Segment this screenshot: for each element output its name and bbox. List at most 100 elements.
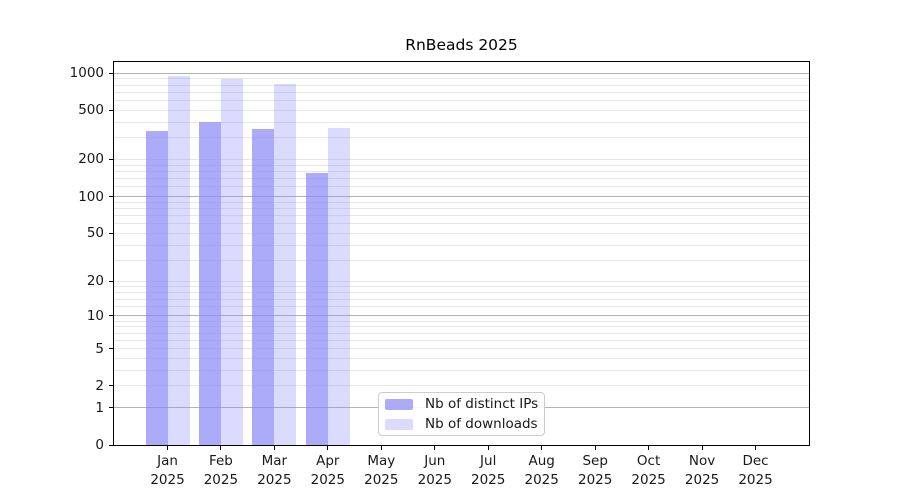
y-tick-label: 0 — [95, 437, 104, 453]
x-axis: Jan 2025 Feb 2025 Mar 2025 Apr 2025 May 2025… — [113, 446, 810, 500]
gridline-minor — [114, 348, 809, 349]
y-tick-mark — [109, 444, 113, 446]
gridline-minor — [114, 109, 809, 111]
x-tick-mark — [220, 446, 222, 450]
bar-jan-series0 — [145, 131, 168, 445]
x-tick-label-apr: Apr 2025 — [310, 453, 345, 488]
x-tick-label-nov: Nov 2025 — [684, 453, 720, 488]
y-tick-label: 100 — [78, 188, 104, 205]
y-tick-mark — [109, 407, 113, 409]
gridline-minor — [114, 223, 809, 225]
y-tick-mark — [109, 196, 113, 197]
gridline-minor — [114, 84, 809, 86]
y-tick-label: 1 — [95, 399, 104, 416]
gridline-minor — [114, 201, 809, 203]
gridline-major — [114, 72, 809, 74]
gridline-minor — [114, 207, 809, 209]
gridline-minor — [114, 244, 809, 246]
legend-swatch-downloads — [385, 418, 413, 430]
x-tick-mark — [380, 446, 382, 450]
legend: Nb of distinct IPs Nb of downloads — [378, 392, 545, 436]
gridline-minor — [114, 158, 809, 160]
y-axis: 0 1 2 5 10 20 50 100 200 500 1000 — [0, 61, 113, 453]
y-tick-mark — [109, 315, 113, 317]
bar-feb-series0 — [198, 122, 221, 445]
bar-jan-series1 — [167, 76, 190, 445]
x-tick-label-aug: Aug 2025 — [524, 453, 559, 488]
y-tick-mark — [109, 348, 113, 349]
x-tick-mark — [167, 446, 168, 450]
gridline-minor — [114, 320, 809, 322]
gridline-minor — [114, 186, 809, 188]
gridline-minor — [114, 78, 809, 80]
gridline-minor — [114, 137, 809, 139]
x-tick-mark — [434, 446, 436, 450]
x-tick-mark — [755, 446, 756, 450]
y-tick-mark — [109, 109, 113, 111]
y-tick-mark — [109, 232, 113, 234]
gridline-minor — [114, 170, 809, 172]
gridline-minor — [114, 298, 809, 300]
gridline-minor — [114, 286, 809, 287]
x-tick-mark — [701, 446, 703, 450]
x-tick-mark — [594, 446, 596, 450]
x-tick-label-may: May 2025 — [364, 453, 399, 488]
y-tick-mark — [109, 385, 113, 387]
bar-mar-series1 — [274, 84, 297, 445]
x-tick-label-mar: Mar 2025 — [257, 453, 292, 488]
legend-swatch-distinct-ips — [385, 398, 413, 410]
gridline-major — [114, 196, 809, 197]
y-tick-label: 50 — [86, 225, 104, 242]
legend-item-downloads: Nb of downloads — [385, 416, 544, 433]
chart-title: RnBeads 2025 — [405, 36, 518, 54]
gridline-minor — [114, 215, 809, 216]
gridline-minor — [114, 178, 809, 179]
gridline-major — [114, 315, 809, 317]
legend-label-distinct-ips: Nb of distinct IPs — [425, 395, 539, 412]
bar-feb-series1 — [220, 79, 243, 445]
gridline-minor — [114, 291, 809, 293]
x-tick-label-oct: Oct 2025 — [631, 453, 666, 488]
x-tick-mark — [273, 446, 275, 450]
gridline-minor — [114, 326, 809, 328]
y-tick-label: 2 — [95, 377, 104, 394]
bar-mar-series0 — [252, 129, 275, 445]
x-tick-label-jun: Jun 2025 — [417, 453, 452, 488]
y-tick-label: 1000 — [69, 65, 104, 81]
gridline-minor — [114, 332, 809, 334]
plot-area — [113, 61, 810, 446]
gridline-minor — [114, 339, 809, 341]
legend-item-distinct-ips: Nb of distinct IPs — [385, 396, 544, 413]
x-tick-mark — [541, 446, 543, 450]
y-tick-label: 200 — [78, 151, 104, 168]
y-tick-mark — [109, 158, 113, 160]
gridline-minor — [114, 385, 809, 387]
x-tick-label-jan: Jan 2025 — [150, 453, 185, 488]
x-tick-label-dec: Dec 2025 — [738, 453, 773, 488]
y-tick-label: 10 — [86, 307, 104, 324]
y-tick-mark — [109, 72, 113, 74]
x-tick-mark — [327, 446, 329, 450]
y-tick-label: 20 — [86, 273, 104, 290]
gridline-minor — [114, 306, 809, 308]
bar-apr-series0 — [305, 173, 328, 445]
bar-apr-series1 — [327, 127, 350, 445]
gridline-minor — [114, 121, 809, 123]
gridline-minor — [114, 259, 809, 261]
y-tick-label: 500 — [78, 102, 104, 119]
gridline-minor — [114, 100, 809, 101]
y-tick-label: 5 — [95, 340, 104, 357]
legend-label-downloads: Nb of downloads — [425, 415, 538, 432]
gridline-minor — [114, 91, 809, 93]
y-tick-mark — [109, 280, 113, 282]
x-tick-mark — [648, 446, 650, 450]
x-tick-mark — [487, 446, 489, 450]
gridline-minor — [114, 164, 809, 166]
x-tick-label-feb: Feb 2025 — [203, 453, 239, 488]
gridline-minor — [114, 369, 809, 371]
gridline-minor — [114, 232, 809, 234]
gridline-minor — [114, 357, 809, 359]
gridline-minor — [114, 280, 809, 282]
x-tick-label-jul: Jul 2025 — [471, 453, 506, 488]
